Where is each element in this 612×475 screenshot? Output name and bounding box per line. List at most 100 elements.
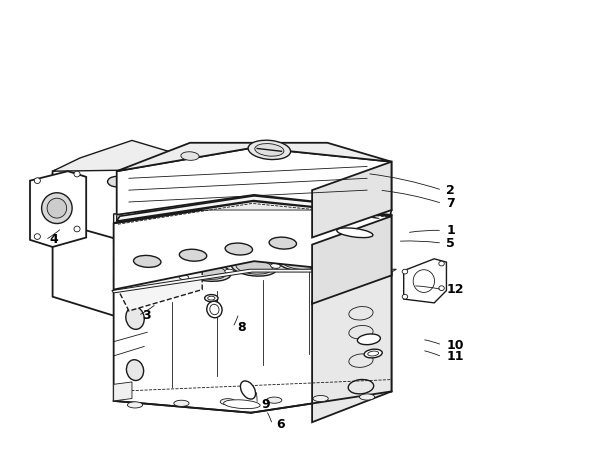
Polygon shape xyxy=(53,141,171,171)
Ellipse shape xyxy=(402,294,408,299)
Ellipse shape xyxy=(133,280,143,285)
Ellipse shape xyxy=(174,400,189,407)
Ellipse shape xyxy=(141,265,151,269)
Ellipse shape xyxy=(188,259,198,264)
Ellipse shape xyxy=(141,264,175,277)
Ellipse shape xyxy=(439,261,444,266)
Ellipse shape xyxy=(402,269,408,274)
Ellipse shape xyxy=(74,226,80,232)
Ellipse shape xyxy=(349,325,373,339)
Polygon shape xyxy=(117,143,392,171)
Ellipse shape xyxy=(47,198,67,218)
Ellipse shape xyxy=(337,228,373,238)
Text: 7: 7 xyxy=(446,197,455,210)
Ellipse shape xyxy=(207,301,222,318)
Ellipse shape xyxy=(179,249,207,261)
Polygon shape xyxy=(53,153,184,316)
Text: 12: 12 xyxy=(446,283,464,296)
Text: 9: 9 xyxy=(261,398,270,411)
Ellipse shape xyxy=(130,262,170,279)
Ellipse shape xyxy=(141,240,175,254)
Polygon shape xyxy=(114,256,169,285)
Polygon shape xyxy=(117,171,202,311)
Ellipse shape xyxy=(337,260,361,272)
Ellipse shape xyxy=(185,263,231,281)
Ellipse shape xyxy=(319,260,329,265)
Ellipse shape xyxy=(225,243,253,255)
Ellipse shape xyxy=(271,264,280,268)
Ellipse shape xyxy=(313,396,328,402)
Ellipse shape xyxy=(269,237,296,249)
Text: 2: 2 xyxy=(446,184,455,197)
Polygon shape xyxy=(312,271,392,422)
Text: 8: 8 xyxy=(237,321,245,334)
Ellipse shape xyxy=(225,269,234,274)
Polygon shape xyxy=(114,214,169,247)
Polygon shape xyxy=(30,171,86,247)
Ellipse shape xyxy=(130,215,170,232)
Ellipse shape xyxy=(364,349,382,358)
Ellipse shape xyxy=(231,257,277,276)
Ellipse shape xyxy=(179,275,188,280)
Ellipse shape xyxy=(331,219,336,221)
Ellipse shape xyxy=(348,380,374,394)
Ellipse shape xyxy=(127,360,144,380)
Ellipse shape xyxy=(190,265,226,279)
Polygon shape xyxy=(114,202,392,290)
Text: 4: 4 xyxy=(50,233,58,247)
Ellipse shape xyxy=(359,394,375,400)
Ellipse shape xyxy=(346,210,351,213)
Ellipse shape xyxy=(321,204,346,218)
Polygon shape xyxy=(117,196,392,221)
Text: 5: 5 xyxy=(446,237,455,250)
Polygon shape xyxy=(114,271,392,413)
Ellipse shape xyxy=(349,306,373,320)
Polygon shape xyxy=(114,195,392,223)
Polygon shape xyxy=(312,216,392,304)
Ellipse shape xyxy=(439,286,444,291)
Polygon shape xyxy=(404,259,446,303)
Text: 6: 6 xyxy=(277,418,285,431)
Ellipse shape xyxy=(108,176,126,187)
Ellipse shape xyxy=(236,259,272,274)
Polygon shape xyxy=(138,200,379,219)
Ellipse shape xyxy=(267,397,282,403)
Ellipse shape xyxy=(248,140,291,160)
Ellipse shape xyxy=(326,207,341,216)
Polygon shape xyxy=(114,261,392,292)
Polygon shape xyxy=(117,148,392,215)
Ellipse shape xyxy=(130,238,170,255)
Text: 3: 3 xyxy=(143,309,151,322)
Polygon shape xyxy=(112,269,397,293)
Ellipse shape xyxy=(34,178,40,183)
Text: 10: 10 xyxy=(446,339,464,352)
Ellipse shape xyxy=(413,270,435,293)
Polygon shape xyxy=(114,382,132,401)
Ellipse shape xyxy=(357,334,381,345)
Text: 1: 1 xyxy=(446,224,455,237)
Ellipse shape xyxy=(141,217,175,230)
Ellipse shape xyxy=(133,256,161,267)
Ellipse shape xyxy=(282,255,318,269)
Ellipse shape xyxy=(326,262,335,267)
Ellipse shape xyxy=(34,234,40,239)
Ellipse shape xyxy=(74,171,80,177)
Ellipse shape xyxy=(223,400,260,408)
Ellipse shape xyxy=(241,381,256,399)
Ellipse shape xyxy=(42,193,72,224)
Ellipse shape xyxy=(126,307,144,329)
Ellipse shape xyxy=(140,268,185,287)
Ellipse shape xyxy=(144,270,181,285)
Ellipse shape xyxy=(277,253,323,271)
Polygon shape xyxy=(312,162,392,238)
Ellipse shape xyxy=(204,294,218,302)
Text: 11: 11 xyxy=(446,351,464,363)
Ellipse shape xyxy=(127,402,143,408)
Ellipse shape xyxy=(331,202,336,204)
Polygon shape xyxy=(53,152,171,240)
Polygon shape xyxy=(114,235,169,266)
Ellipse shape xyxy=(220,399,236,405)
Ellipse shape xyxy=(316,210,321,213)
Polygon shape xyxy=(114,173,184,316)
Ellipse shape xyxy=(207,296,215,300)
